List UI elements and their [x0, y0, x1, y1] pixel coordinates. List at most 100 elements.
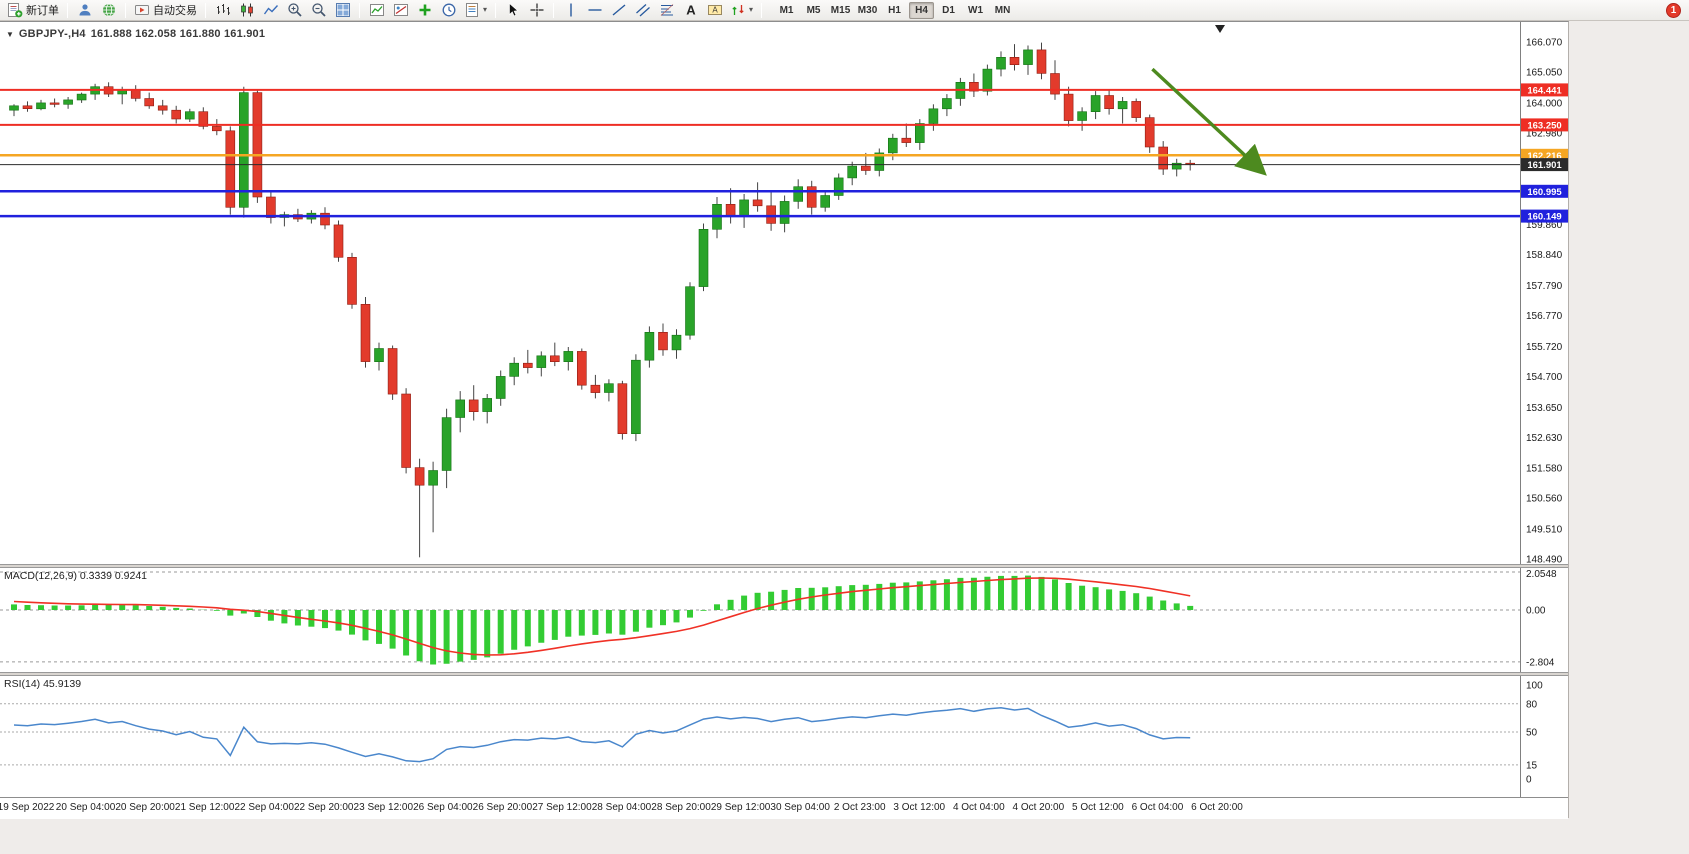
- candle: [820, 195, 831, 208]
- fibonacci-button[interactable]: [655, 1, 678, 20]
- candle: [212, 126, 222, 132]
- timeframe-button-h4[interactable]: H4: [909, 1, 935, 19]
- rsi-indicator-label: RSI(14) 45.9139: [4, 678, 82, 690]
- trend-arrow-annotation[interactable]: [1151, 67, 1267, 176]
- crosshair-button[interactable]: [525, 1, 548, 20]
- candle: [522, 362, 533, 368]
- timeframe-button-h1[interactable]: H1: [882, 2, 907, 19]
- candle: [1023, 49, 1033, 65]
- one-click-trading-collapse-icon[interactable]: ▼: [6, 29, 14, 39]
- candle: [563, 351, 574, 362]
- macd-pane: 2.0548 0.00 -2.804 MACD(12,26,9) 0.3339 0.…: [0, 568, 1568, 672]
- crosshair-icon: [530, 3, 544, 17]
- timeframe-button-w1[interactable]: W1: [963, 2, 988, 19]
- price-level-badge-text: 160.995: [1527, 187, 1562, 198]
- main-chart-canvas[interactable]: 166.070 165.050 164.000 162.980 159.860 158.8…: [0, 22, 1568, 564]
- notification-badge[interactable]: 1: [1666, 2, 1681, 18]
- timeframe-button-m5[interactable]: M5: [801, 2, 826, 19]
- pane-separator[interactable]: [0, 672, 1568, 676]
- objects-list-button[interactable]: [389, 1, 412, 20]
- candle: [63, 99, 73, 105]
- templates-button[interactable]: ▾: [461, 1, 490, 20]
- candle: [874, 152, 885, 171]
- candle: [401, 393, 411, 468]
- time-axis-label: 20 Sep 20:00: [115, 802, 175, 813]
- candle: [509, 362, 520, 377]
- indicator-list-button[interactable]: [365, 1, 388, 20]
- toolbar-separator: [553, 2, 555, 18]
- cursor-icon: [508, 2, 518, 17]
- candle: [428, 470, 438, 486]
- time-axis[interactable]: 19 Sep 2022 20 Sep 04:00 20 Sep 20:00 21 Se…: [0, 797, 1568, 819]
- price-axis-label: 153.650: [1526, 403, 1563, 414]
- line-chart-button[interactable]: [259, 1, 282, 20]
- candle: [644, 331, 655, 361]
- candle: [144, 98, 154, 107]
- candle: [576, 351, 587, 386]
- vertical-line-button[interactable]: [559, 1, 582, 20]
- candle: [698, 229, 709, 287]
- candle: [76, 93, 87, 101]
- candle: [387, 348, 398, 395]
- tile-windows-button[interactable]: [331, 1, 354, 20]
- candle: [901, 137, 912, 143]
- price-axis-label: 166.070: [1526, 38, 1563, 49]
- zoom-in-button[interactable]: [283, 1, 306, 20]
- news-button[interactable]: [97, 1, 120, 20]
- price-axis-label: 151.580: [1526, 464, 1563, 475]
- chart-shift-marker-icon[interactable]: [1215, 25, 1225, 33]
- timeframe-button-d1[interactable]: D1: [936, 2, 961, 19]
- price-axis-label: 157.790: [1526, 281, 1563, 292]
- candle: [806, 186, 817, 208]
- candle: [982, 68, 993, 92]
- new-order-button[interactable]: 新订单: [4, 1, 62, 20]
- candle: [239, 92, 249, 208]
- price-level-badge-text: 160.149: [1527, 212, 1561, 223]
- candle: [1009, 56, 1020, 65]
- candle: [320, 212, 330, 226]
- arrows-button[interactable]: ▾: [727, 1, 756, 20]
- rsi-canvas[interactable]: 100 80 50 15 0: [0, 676, 1568, 797]
- toolbar-separator: [125, 2, 126, 18]
- indicator-list-icon: [369, 4, 384, 16]
- toolbar-separator: [495, 2, 497, 18]
- horizontal-line-button[interactable]: [583, 1, 606, 20]
- cursor-button[interactable]: [501, 1, 524, 20]
- channel-button[interactable]: [631, 1, 654, 20]
- profiles-button[interactable]: [73, 1, 96, 20]
- candle: [847, 165, 858, 179]
- timeframe-button-m30[interactable]: M30: [855, 2, 880, 19]
- profile-icon: [79, 4, 90, 16]
- text-label-button[interactable]: A: [703, 1, 726, 20]
- price-level-badge-text: 163.250: [1527, 120, 1561, 131]
- candle: [198, 111, 209, 127]
- bar-chart-button[interactable]: [211, 1, 234, 20]
- candlestick-chart-button[interactable]: [235, 1, 258, 20]
- templates-icon: [466, 3, 478, 17]
- pane-separator[interactable]: [0, 564, 1568, 568]
- macd-axis-label: 0.00: [1526, 606, 1546, 617]
- timeframe-button-mn[interactable]: MN: [990, 2, 1015, 19]
- candle: [414, 467, 425, 486]
- svg-text:A: A: [686, 3, 696, 18]
- text-label-icon: A: [707, 5, 722, 15]
- candle: [1050, 73, 1060, 95]
- bar-chart-icon: [216, 4, 230, 15]
- timeframe-button-m15[interactable]: M15: [828, 2, 853, 19]
- candle: [617, 383, 628, 435]
- zoom-out-button[interactable]: [307, 1, 330, 20]
- price-axis-label: 154.700: [1526, 372, 1563, 383]
- svg-text:A: A: [712, 6, 718, 15]
- autotrading-button[interactable]: 自动交易: [131, 1, 200, 20]
- price-axis-label: 148.490: [1526, 555, 1563, 565]
- toolbar-separator: [67, 2, 68, 18]
- period-clock-button[interactable]: [437, 1, 460, 20]
- macd-canvas[interactable]: 2.0548 0.00 -2.804: [0, 568, 1568, 672]
- text-button[interactable]: A: [679, 1, 702, 20]
- trendline-button[interactable]: [607, 1, 630, 20]
- timeframe-button-m1[interactable]: M1: [774, 2, 799, 19]
- timeframe-toolbar: M1 M5 M15 M30 H1 H4 D1 W1 MN: [773, 1, 1016, 19]
- candle: [860, 165, 871, 171]
- candle: [157, 105, 168, 111]
- add-indicator-button[interactable]: [413, 1, 436, 20]
